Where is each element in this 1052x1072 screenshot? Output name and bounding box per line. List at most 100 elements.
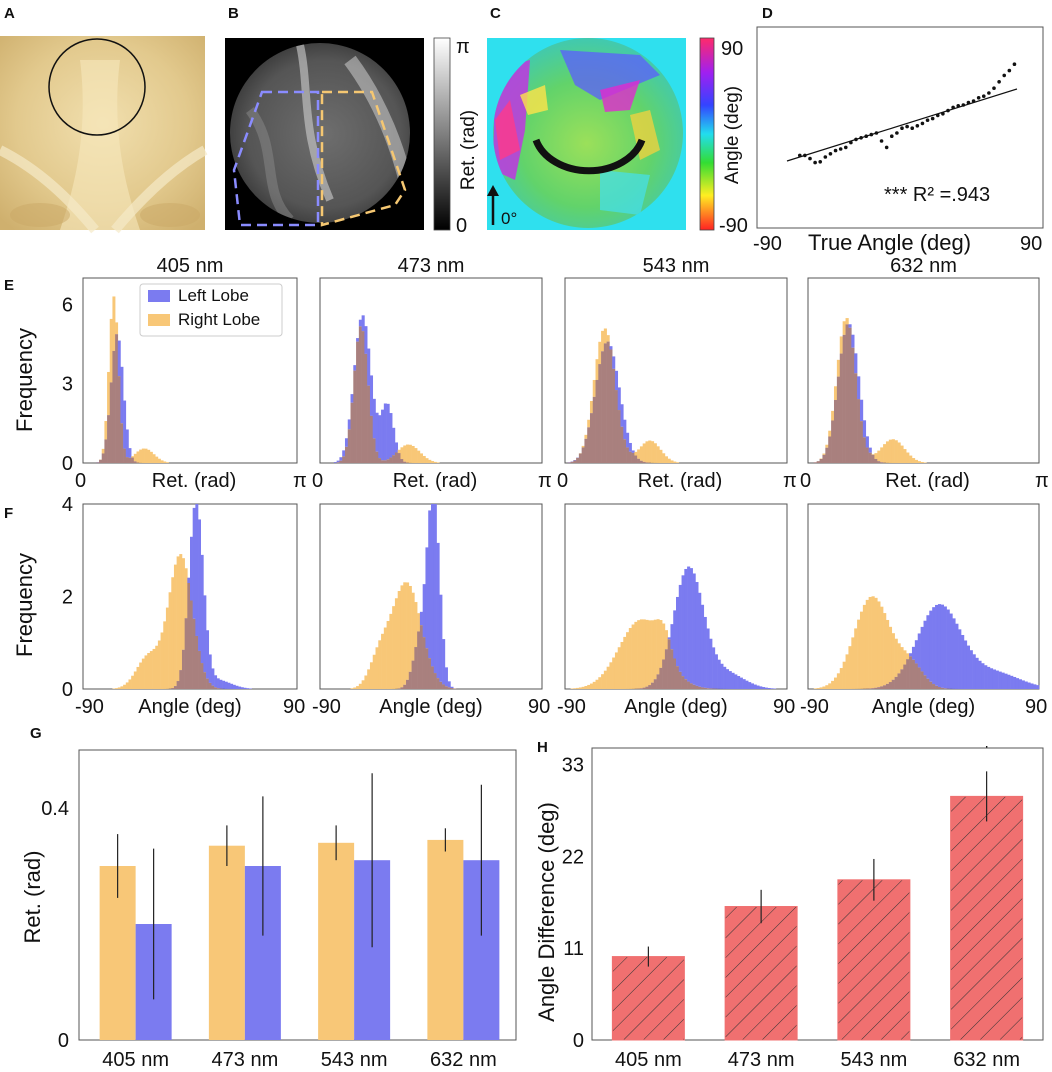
left-lobe-bar (628, 442, 632, 452)
overlap-bar (900, 669, 904, 689)
right-lobe-bar (165, 462, 169, 463)
right-lobe-bar (659, 449, 663, 463)
left-lobe-bar (955, 623, 959, 689)
left-lobe-bar (211, 668, 215, 686)
overlap-bar (888, 682, 893, 689)
right-lobe-bar (845, 318, 849, 325)
left-lobe-bar (978, 660, 982, 689)
overlap-bar (131, 457, 135, 463)
histogram-subtitle: 473 nm (398, 255, 465, 277)
overlap-bar (173, 686, 177, 689)
left-lobe-bar (854, 353, 858, 374)
right-lobe-bar (845, 654, 849, 689)
panel-label-e: E (4, 277, 14, 294)
overlap-bar (406, 679, 410, 689)
right-lobe-bar (403, 445, 407, 462)
left-lobe-bar (208, 654, 212, 683)
overlap-bar (653, 679, 657, 689)
overlap-bar (450, 688, 454, 689)
overlap-bar (692, 684, 696, 689)
colorbar-b-top-label: π (456, 36, 470, 58)
left-lobe-bar (344, 438, 349, 447)
chart-d-point (808, 156, 812, 161)
left-lobe-bar (389, 413, 393, 458)
overlap-bar (667, 639, 671, 689)
row-e-y-axis-label: Frequency (12, 328, 37, 432)
overlap-bar (642, 687, 646, 689)
left-lobe-bar (923, 620, 927, 676)
right-lobe-bar (417, 613, 421, 632)
overlap-bar (358, 326, 362, 463)
right-lobe-bar (836, 359, 841, 377)
left-lobe-bar (725, 669, 730, 689)
right-lobe-bar (880, 606, 884, 687)
right-lobe-bar (819, 687, 823, 689)
right-lobe-bar (160, 460, 164, 463)
right-lobe-bar (181, 558, 185, 650)
left-lobe-bar (358, 319, 362, 327)
right-lobe-bar (173, 564, 177, 687)
chart-f-3: -90 90 Angle (deg) (557, 503, 795, 718)
overlap-bar (216, 688, 220, 689)
left-lobe-bar (762, 687, 766, 689)
right-lobe-bar (581, 445, 585, 448)
right-lobe-bar (903, 650, 907, 665)
right-lobe-bar (411, 445, 415, 463)
left-lobe-bar (929, 610, 933, 682)
colorbar-c-axis-label: Angle (deg) (722, 86, 743, 184)
left-lobe-bar (381, 409, 385, 461)
overlap-bar (128, 457, 132, 463)
x-axis-label: Ret. (rad) (638, 470, 722, 492)
overlap-bar (932, 684, 936, 689)
overlap-bar (842, 334, 846, 463)
right-lobe-bar (372, 654, 376, 689)
left-lobe-bar (687, 566, 691, 682)
right-lobe-bar (433, 461, 437, 463)
left-lobe-bar (248, 688, 252, 689)
right-lobe-bar (634, 621, 638, 689)
overlap-bar (576, 457, 580, 463)
left-lobe-bar (759, 686, 763, 689)
overlap-bar (813, 462, 817, 463)
right-lobe-bar (133, 671, 137, 689)
left-lobe-bar (952, 618, 956, 689)
overlap-bar (381, 460, 385, 463)
overlap-bar (877, 461, 881, 463)
right-lobe-bar (885, 441, 890, 463)
right-lobe-bar (408, 585, 412, 672)
left-lobe-bar (612, 356, 616, 369)
left-lobe-bar (770, 688, 774, 689)
right-lobe-bar (606, 666, 610, 689)
left-lobe-bar (911, 646, 916, 660)
overlap-bar (845, 324, 849, 463)
overlap-bar (917, 667, 921, 689)
right-lobe-bar (139, 449, 143, 463)
left-lobe-bar (339, 457, 343, 461)
x-tick-min: 0 (557, 470, 568, 492)
left-lobe-bar (216, 678, 220, 689)
left-lobe-bar (369, 375, 374, 416)
chart-h-x-tick: 543 nm (841, 1049, 908, 1071)
overlap-bar (356, 341, 360, 463)
chart-d-point (920, 121, 925, 126)
right-lobe-bar (637, 449, 641, 459)
chart-g-x-tick: 405 nm (102, 1049, 169, 1071)
overlap-bar (447, 687, 451, 689)
right-lobe-bar (628, 627, 632, 689)
right-lobe-bar (831, 410, 835, 421)
overlap-bar (880, 686, 884, 689)
right-lobe-bar (369, 662, 374, 689)
right-lobe-bar (101, 448, 105, 454)
right-lobe-bar (392, 606, 396, 689)
right-lobe-bar (883, 444, 887, 463)
chart-h-bar (950, 795, 1024, 1041)
overlap-bar (940, 687, 945, 689)
left-lobe-bar (940, 604, 945, 688)
overlap-bar (935, 685, 939, 689)
left-lobe-bar (419, 611, 423, 626)
overlap-bar (868, 688, 872, 689)
overlap-bar (914, 663, 919, 689)
left-lobe-bar (712, 647, 716, 689)
overlap-bar (626, 447, 630, 463)
overlap-bar (816, 461, 820, 463)
